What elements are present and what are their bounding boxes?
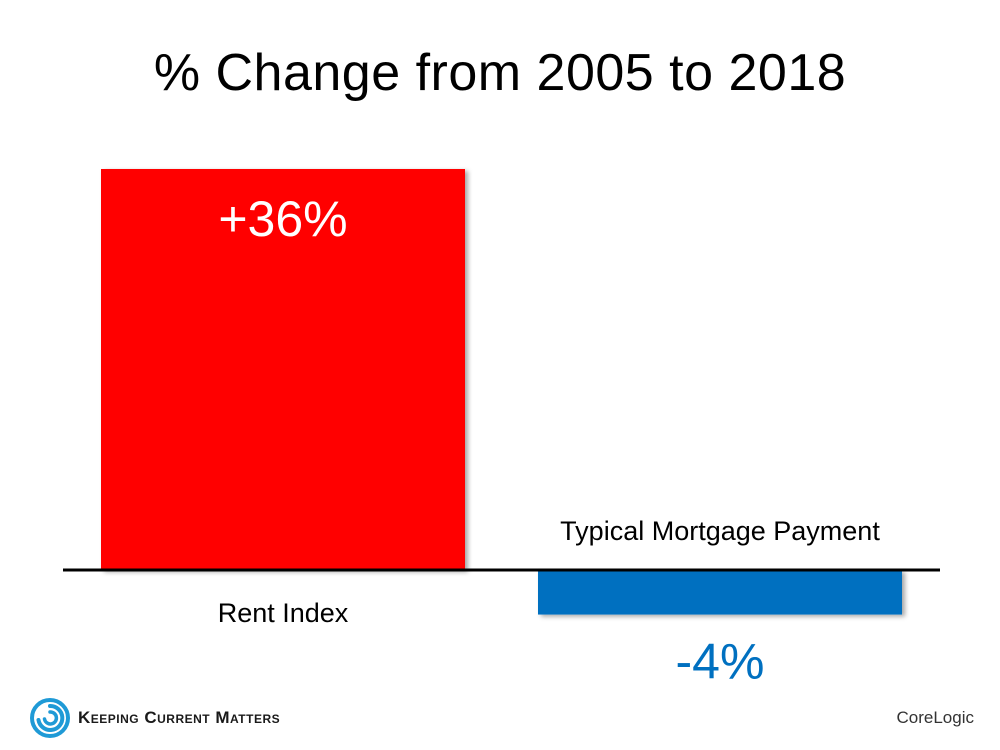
value-label: -4% (676, 634, 765, 690)
value-label: +36% (218, 191, 347, 247)
logo-text: Keeping Current Matters (78, 708, 281, 727)
bar-typical-mortgage-payment (538, 570, 902, 615)
kcm-logo: Keeping Current Matters (30, 698, 280, 738)
category-label: Rent Index (218, 598, 349, 628)
category-label: Typical Mortgage Payment (560, 516, 880, 546)
source-label: CoreLogic (896, 708, 975, 727)
swirl-logo-icon (30, 698, 70, 738)
chart-title: % Change from 2005 to 2018 (153, 44, 847, 102)
bar-rent-index (101, 169, 465, 570)
